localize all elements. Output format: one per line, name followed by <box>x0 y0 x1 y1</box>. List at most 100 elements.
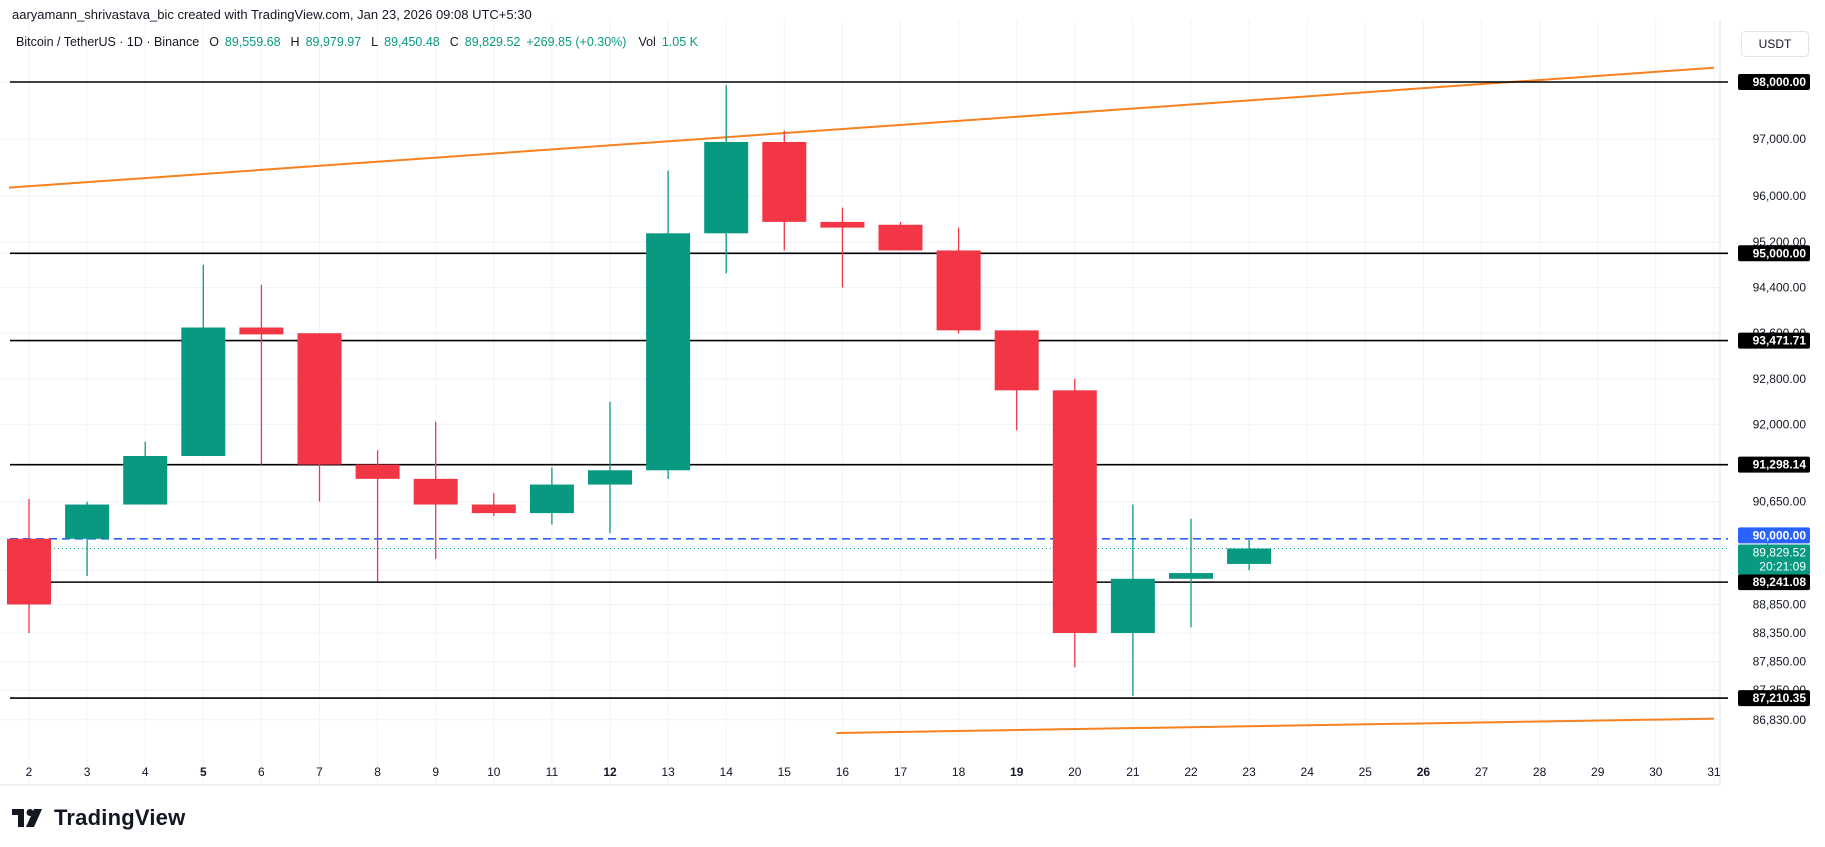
price-tick-label: 86,830.00 <box>1753 713 1807 727</box>
candle-body <box>588 470 632 485</box>
volume-label: Vol <box>638 35 656 49</box>
candle-body <box>1110 578 1155 634</box>
date-tick-label: 2 <box>26 765 33 779</box>
candle-18 <box>936 227 981 334</box>
candle-23 <box>1227 539 1272 571</box>
candle-11 <box>529 467 574 525</box>
dashed-level-label: 90,000.00 <box>1753 528 1807 542</box>
low-value: 89,450.48 <box>384 35 440 49</box>
level-label-box <box>1738 456 1810 473</box>
candle-body <box>529 484 574 514</box>
date-tick-label: 15 <box>778 765 792 779</box>
candle-body <box>65 504 110 539</box>
date-tick-label: 22 <box>1184 765 1198 779</box>
candle-body <box>1052 390 1097 634</box>
date-tick-label: 21 <box>1126 765 1140 779</box>
candle-body <box>878 224 923 251</box>
dashed-level-label-box <box>1738 527 1810 544</box>
high-label: H <box>290 35 300 49</box>
candle-14 <box>704 84 749 274</box>
price-tick-label: 92,800.00 <box>1753 372 1807 386</box>
date-tick-label: 8 <box>374 765 381 779</box>
candle-body <box>1227 548 1272 564</box>
change-value: +269.85 (+0.30%) <box>526 35 627 49</box>
time-axis: 2 3 4 5 6 7 8 9 10 11 12 13 14 15 16 17 18 19 20 21 22 23 24 25… <box>26 765 1721 779</box>
close-label: C <box>449 35 459 49</box>
date-tick-label: 31 <box>1707 765 1721 779</box>
close-value: 89,829.52 <box>464 35 521 49</box>
date-tick-label: 13 <box>661 765 675 779</box>
candle-2 <box>7 498 51 634</box>
price-axis: 98,000.0097,000.0096,000.0095,200.0095,0… <box>1738 74 1810 727</box>
candle-body <box>994 330 1039 391</box>
horizontal-levels <box>10 81 1728 699</box>
candles <box>7 84 1272 696</box>
level-label-box <box>1738 690 1810 707</box>
price-tick-label: 94,400.00 <box>1753 281 1807 295</box>
price-tick-label: 88,350.00 <box>1753 626 1807 640</box>
candle-19 <box>994 330 1039 431</box>
candle-13 <box>646 170 691 479</box>
date-tick-label: 19 <box>1010 765 1024 779</box>
date-tick-label: 4 <box>142 765 149 779</box>
date-tick-label: 7 <box>316 765 323 779</box>
date-tick-label: 9 <box>432 765 439 779</box>
low-label: L <box>371 35 379 49</box>
date-tick-label: 27 <box>1475 765 1489 779</box>
candle-10 <box>471 493 516 516</box>
date-tick-label: 18 <box>952 765 966 779</box>
candle-4 <box>123 441 168 505</box>
date-tick-label: 30 <box>1649 765 1663 779</box>
candle-body <box>936 250 981 331</box>
high-value: 89,979.97 <box>305 35 362 49</box>
date-tick-label: 29 <box>1591 765 1605 779</box>
date-tick-label: 5 <box>200 765 207 779</box>
candle-body <box>471 504 516 514</box>
date-tick-label: 6 <box>258 765 265 779</box>
candle-body <box>762 141 807 222</box>
open-value: 89,559.68 <box>224 35 281 49</box>
level-label-box <box>1738 245 1810 262</box>
trendlines <box>8 66 1714 734</box>
candle-body <box>181 327 226 457</box>
date-tick-label: 17 <box>894 765 908 779</box>
current-price-box <box>1738 544 1810 575</box>
date-tick-label: 16 <box>836 765 850 779</box>
volume-value: 1.05 K <box>661 35 698 49</box>
candle-9 <box>413 421 458 559</box>
date-tick-label: 26 <box>1417 765 1431 779</box>
candle-7 <box>297 333 342 502</box>
candle-body <box>646 233 691 471</box>
candle-3 <box>65 501 110 576</box>
candle-body <box>355 464 400 479</box>
candle-5 <box>181 264 226 457</box>
symbol-title[interactable]: Bitcoin / TetherUS · 1D · Binance <box>16 35 200 49</box>
level-label: 87,210.35 <box>1753 691 1807 705</box>
level-label-box <box>1738 574 1810 591</box>
date-tick-label: 24 <box>1301 765 1315 779</box>
candle-15 <box>762 130 807 251</box>
currency-button[interactable]: USDT <box>1741 31 1809 57</box>
price-tick-label: 90,650.00 <box>1753 495 1807 509</box>
candle-8 <box>355 450 400 582</box>
tradingview-logo[interactable]: TradingView <box>12 805 185 831</box>
open-label: O <box>209 35 219 49</box>
trendline-1 <box>8 66 1714 189</box>
candle-body <box>1169 573 1213 579</box>
price-tick-label: 88,850.00 <box>1753 597 1807 611</box>
level-label: 93,471.71 <box>1753 334 1807 348</box>
level-label-box <box>1738 74 1810 90</box>
candle-body <box>820 221 865 228</box>
date-tick-label: 28 <box>1533 765 1547 779</box>
candle-body <box>413 478 458 505</box>
tradingview-logo-icon <box>12 809 42 827</box>
candle-22 <box>1169 518 1213 628</box>
date-tick-label: 20 <box>1068 765 1082 779</box>
date-tick-label: 11 <box>546 765 559 779</box>
candle-12 <box>588 401 632 534</box>
candle-16 <box>820 207 865 288</box>
price-tick-label: 92,000.00 <box>1753 418 1807 432</box>
candle-body <box>7 538 51 605</box>
candle-20 <box>1052 378 1097 668</box>
